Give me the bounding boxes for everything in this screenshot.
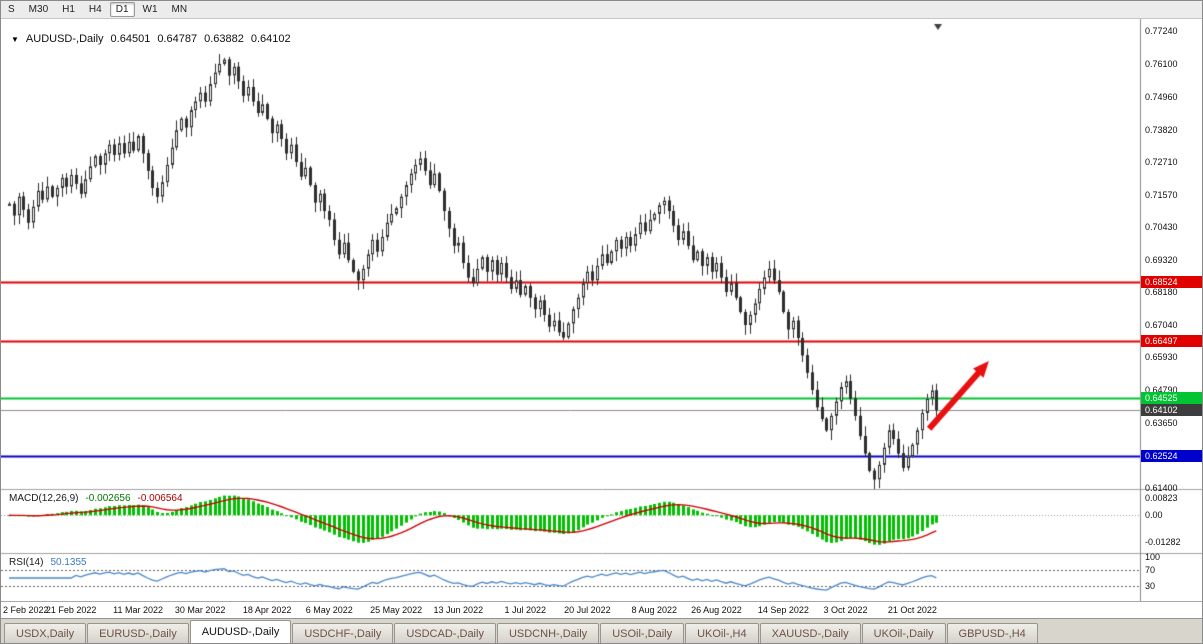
date-axis-label: 2 Feb 2022	[3, 605, 49, 615]
date-axis-label: 14 Sep 2022	[757, 605, 809, 615]
price-axis-label: 0.63650	[1145, 418, 1178, 429]
chart-tab-eurusd-daily[interactable]: EURUSD-,Daily	[87, 623, 189, 643]
chart-tab-usdchf-daily[interactable]: USDCHF-,Daily	[292, 623, 394, 643]
chart-tab-audusd-daily[interactable]: AUDUSD-,Daily	[189, 620, 292, 643]
price-level-label: 0.64102	[1141, 404, 1202, 417]
price-level-label: 0.64525	[1141, 391, 1202, 404]
macd-axis-label: 0.00823	[1145, 493, 1178, 503]
price-chart-canvas[interactable]	[1, 19, 1202, 601]
price-axis-label: 0.61400	[1145, 483, 1178, 493]
price-axis-label: 0.69320	[1145, 254, 1178, 265]
price-axis-label: 0.72710	[1145, 156, 1178, 167]
date-axis-label: 11 Mar 2022	[113, 605, 163, 615]
price-axis-label: 0.67040	[1145, 320, 1178, 331]
rsi-axis-label: 30	[1145, 581, 1156, 592]
time-axis[interactable]: 2 Feb 2022 21 Feb 2022 11 Mar 2022 30 Mar 2…	[1, 601, 1202, 618]
price-axis-label: 0.77240	[1145, 26, 1178, 36]
ohlc-open: 0.64501	[110, 33, 151, 45]
timeframe-button-d1[interactable]: D1	[109, 2, 135, 17]
chart-tab-usoil-daily[interactable]: USOil-,Daily	[600, 623, 685, 643]
date-axis-label: 18 Apr 2022	[242, 605, 292, 615]
date-axis-label: 13 Jun 2022	[433, 605, 484, 615]
macd-axis-label: -0.01282	[1145, 537, 1181, 547]
ohlc-high: 0.64787	[157, 33, 198, 45]
date-axis-label: 21 Feb 2022	[45, 605, 97, 615]
rsi-axis-label: 100	[1145, 552, 1161, 562]
price-axis-label: 0.64790	[1145, 385, 1178, 396]
date-axis-label: 25 May 2022	[370, 605, 423, 615]
chart-region: ▼ AUDUSD-,Daily 0.64501 0.64787 0.63882 …	[1, 19, 1202, 601]
timeframe-button-h4[interactable]: H4	[88, 4, 102, 15]
macd-name: MACD(12,26,9)	[9, 493, 79, 504]
price-axis-label: 0.73820	[1145, 124, 1178, 135]
ohlc-low: 0.63882	[204, 33, 244, 45]
date-axis-label: 20 Jul 2022	[564, 605, 611, 615]
price-axis-label: 0.68180	[1145, 287, 1178, 298]
rsi-name: RSI(14)	[9, 557, 44, 568]
rsi-indicator-label: RSI(14) 50.1355	[9, 557, 87, 568]
price-axis-label: 0.65930	[1145, 352, 1178, 363]
chart-tab-gbpusd-h4[interactable]: GBPUSD-,H4	[946, 623, 1038, 643]
date-axis-label: 21 Oct 2022	[887, 605, 937, 615]
ohlc-close: 0.64102	[250, 33, 291, 45]
chart-tab-usdx-daily[interactable]: USDX,Daily	[4, 623, 87, 643]
timeframe-button-w1[interactable]: W1	[142, 4, 158, 15]
chart-tab-usdcnh-daily[interactable]: USDCNH-,Daily	[496, 623, 600, 643]
price-level-label: 0.62524	[1141, 449, 1202, 462]
price-axis-label: 0.76100	[1145, 58, 1178, 69]
macd-indicator-label: MACD(12,26,9) -0.002656 -0.006564	[9, 493, 183, 504]
chart-tab-usdcad-daily[interactable]: USDCAD-,Daily	[394, 623, 496, 643]
timeframe-toolbar: S M30 H1 H4 D1 W1 MN	[1, 1, 1202, 19]
chart-tab-ukoil-daily[interactable]: UKOil-,Daily	[861, 623, 946, 643]
date-axis-label: 8 Aug 2022	[631, 605, 678, 615]
price-level-label: 0.66497	[1141, 334, 1202, 347]
timeframe-button-s[interactable]: S	[8, 4, 15, 15]
symbol-marker-icon: ▼	[11, 34, 19, 44]
chart-tab-ukoil-h4[interactable]: UKOil-,H4	[685, 623, 759, 643]
date-axis-label: 6 May 2022	[305, 605, 353, 615]
rsi-value: 50.1355	[50, 557, 87, 568]
date-axis-label: 3 Oct 2022	[823, 605, 868, 615]
chart-symbol-period: AUDUSD-,Daily	[25, 33, 104, 45]
price-axis-label: 0.74960	[1145, 91, 1178, 102]
timeframe-button-h1[interactable]: H1	[62, 4, 75, 15]
macd-signal-value: -0.006564	[137, 493, 183, 504]
date-axis-label: 30 Mar 2022	[174, 605, 226, 615]
price-level-label: 0.68524	[1141, 276, 1202, 289]
rsi-axis-label: 70	[1145, 564, 1156, 575]
timeframe-button-m30[interactable]: M30	[28, 4, 49, 15]
chart-tabs-bar: USDX,Daily EURUSD-,Daily AUDUSD-,Daily USDC…	[1, 618, 1202, 643]
macd-axis-label: 0.00	[1145, 510, 1163, 521]
price-axis-label: 0.70430	[1145, 222, 1178, 233]
macd-main-value: -0.002656	[85, 493, 131, 504]
chart-title: ▼ AUDUSD-,Daily 0.64501 0.64787 0.63882 …	[11, 33, 291, 45]
date-axis-label: 1 Jul 2022	[504, 605, 546, 615]
timeframe-button-mn[interactable]: MN	[171, 4, 188, 15]
chart-tab-xauusd-daily[interactable]: XAUUSD-,Daily	[759, 623, 861, 643]
price-axis-label: 0.71570	[1145, 189, 1178, 200]
date-axis-label: 26 Aug 2022	[691, 605, 742, 615]
